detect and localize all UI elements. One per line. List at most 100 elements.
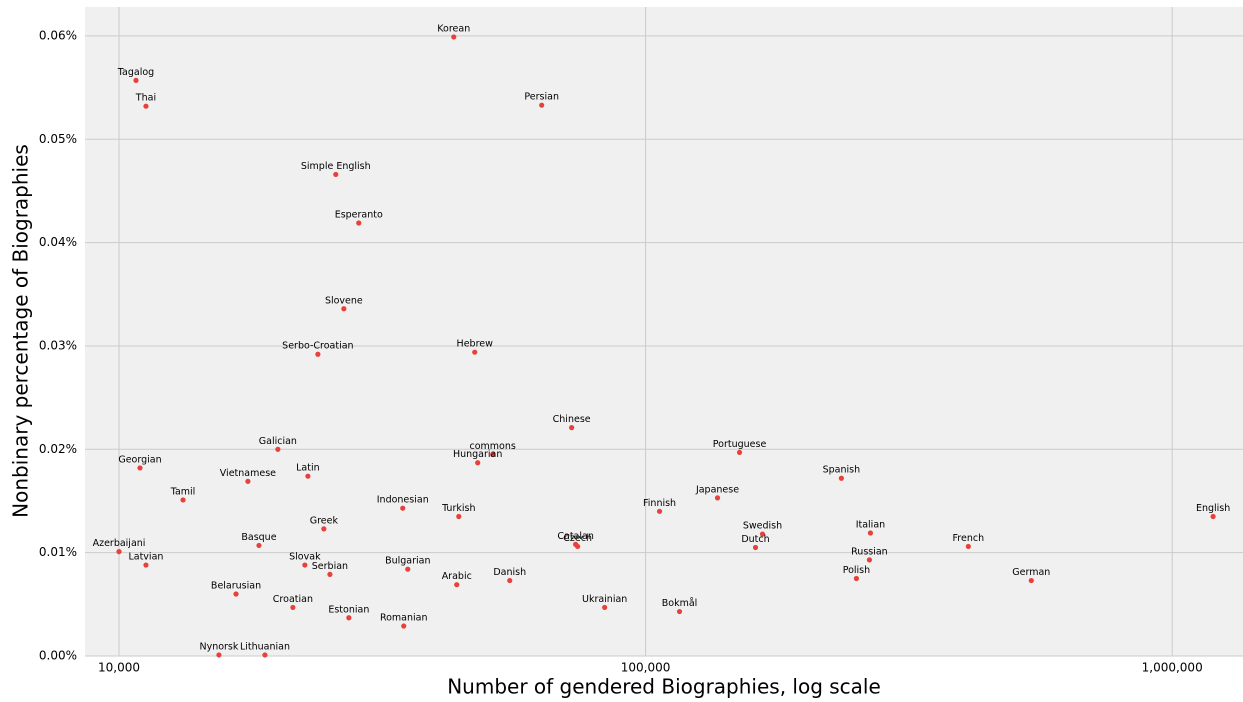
x-axis-label: Number of gendered Biographies, log scal…: [447, 675, 881, 699]
point: [327, 571, 333, 577]
point: [341, 306, 347, 312]
point: [216, 652, 222, 658]
point-label: Catalan: [557, 531, 593, 542]
point: [656, 508, 663, 514]
point: [838, 475, 844, 481]
x-tick-label: 10,000: [98, 661, 140, 675]
point: [302, 562, 308, 568]
point: [456, 513, 462, 520]
point-label: Greek: [310, 515, 339, 526]
point: [759, 531, 766, 537]
point: [1210, 513, 1216, 520]
point: [143, 103, 149, 109]
point-label: Thai: [135, 93, 156, 104]
point: [965, 543, 971, 550]
point-label: Bokmål: [662, 598, 698, 609]
point: [736, 449, 743, 456]
point-label: Nynorsk: [199, 641, 238, 652]
point: [262, 652, 268, 658]
point: [866, 557, 873, 563]
point: [233, 591, 239, 597]
point: [569, 425, 575, 431]
point-label: Estonian: [328, 604, 369, 615]
point: [451, 34, 457, 40]
point-label: Romanian: [380, 613, 428, 624]
point-label: Lithuanian: [240, 641, 290, 652]
point: [356, 220, 362, 226]
point: [714, 495, 721, 501]
point-label: Danish: [493, 567, 526, 578]
point: [575, 543, 581, 550]
point: [507, 577, 513, 584]
point-label: Italian: [856, 520, 885, 531]
point-label: Korean: [437, 23, 470, 34]
point-label: Slovene: [325, 295, 363, 306]
point: [256, 542, 262, 549]
point-label: Indonesian: [377, 495, 429, 506]
point: [867, 530, 874, 536]
point-label: Swedish: [743, 521, 782, 532]
point-label: Vietnamese: [220, 468, 276, 479]
point: [245, 478, 251, 484]
y-tick-label: 0.06%: [39, 28, 77, 42]
point: [1028, 577, 1034, 584]
point-label: Finnish: [643, 498, 676, 509]
point: [315, 351, 321, 357]
point-label: Latvian: [128, 552, 163, 563]
point: [305, 473, 311, 479]
point-label: Serbian: [312, 561, 348, 572]
point-label: German: [1012, 567, 1050, 578]
point: [116, 549, 122, 555]
point: [602, 604, 608, 611]
point-label: Galician: [259, 436, 297, 447]
point: [472, 349, 478, 355]
point-label: Chinese: [553, 414, 591, 425]
point: [676, 608, 683, 615]
x-tick-label: 1,000,000: [1142, 661, 1203, 675]
point: [321, 526, 327, 532]
point-label: Turkish: [441, 503, 475, 514]
point-label: Slovak: [289, 552, 321, 563]
point-label: Japanese: [695, 484, 739, 495]
point: [333, 171, 339, 178]
plot-area: [85, 7, 1243, 656]
point: [475, 460, 481, 466]
point: [346, 615, 352, 621]
point-label: Persian: [524, 92, 559, 103]
point: [454, 582, 460, 588]
point-label: Hungarian: [453, 449, 502, 460]
point: [290, 604, 296, 611]
y-tick-label: 0.02%: [39, 442, 77, 456]
point-label: Tamil: [170, 486, 196, 497]
point: [401, 623, 407, 629]
point-label: Arabic: [442, 571, 472, 582]
point-label: Serbo-Croatian: [282, 341, 353, 352]
point-label: Croatian: [273, 594, 313, 605]
point-label: Hebrew: [457, 339, 494, 350]
point-label: Bulgarian: [385, 556, 430, 567]
point-label: Spanish: [823, 465, 861, 476]
point: [539, 102, 545, 108]
point-label: Ukrainian: [582, 594, 627, 605]
point-label: Esperanto: [335, 209, 383, 220]
point-label: Tagalog: [117, 67, 154, 78]
y-tick-label: 0.01%: [39, 545, 77, 559]
point-label: Portuguese: [713, 439, 767, 450]
point-label: commons: [470, 441, 516, 452]
point-label: French: [953, 533, 985, 544]
y-tick-label: 0.05%: [39, 132, 77, 146]
point-label: Azerbaijani: [93, 538, 146, 549]
point: [752, 544, 759, 551]
point-label: Latin: [296, 463, 320, 474]
point-label: Basque: [241, 532, 276, 543]
point: [133, 77, 139, 83]
y-axis-label: Nonbinary percentage of Biographies: [9, 144, 33, 518]
point: [137, 465, 143, 471]
point: [275, 446, 281, 452]
x-tick-label: 100,000: [621, 661, 671, 675]
point-label: English: [1196, 503, 1230, 514]
y-tick-label: 0.03%: [39, 338, 77, 352]
point-label: Czech: [563, 533, 592, 544]
point: [143, 562, 149, 568]
